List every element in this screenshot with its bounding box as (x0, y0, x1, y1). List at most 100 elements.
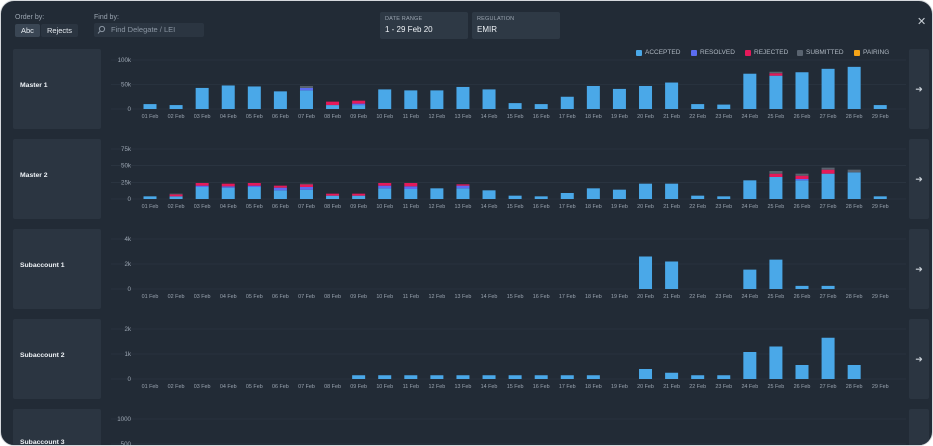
x-tick-label: 13 Feb (455, 114, 472, 120)
x-tick-label: 29 Feb (872, 384, 889, 390)
x-tick-label: 19 Feb (611, 204, 628, 210)
bar-accepted (378, 89, 392, 109)
x-tick-label: 09 Feb (350, 384, 367, 390)
x-tick-label: 15 Feb (507, 294, 524, 300)
bar-accepted (534, 104, 548, 109)
search-placeholder: Find Delegate / LEI (111, 25, 176, 34)
bar-accepted (873, 105, 887, 109)
order-rejects-button[interactable]: Rejects (41, 24, 79, 37)
date-range-selector[interactable]: DATE RANGE 1 - 29 Feb 20 (380, 12, 468, 39)
bar-accepted (586, 375, 600, 379)
y-tick-label: 0 (128, 376, 132, 383)
legend-item-submitted: SUBMITTED (797, 49, 844, 56)
bar-resolved (795, 179, 809, 181)
bar-accepted (639, 369, 653, 379)
x-tick-label: 06 Feb (272, 294, 289, 300)
bar-accepted (769, 177, 783, 199)
bar-accepted (847, 66, 861, 109)
legend-item-rejected: REJECTED (745, 49, 788, 56)
x-tick-label: 19 Feb (611, 114, 628, 120)
bar-accepted (639, 85, 653, 109)
arrow-right-icon[interactable]: ➜ (909, 319, 929, 399)
x-tick-label: 23 Feb (715, 384, 732, 390)
bar-accepted (847, 365, 861, 379)
x-tick-label: 17 Feb (559, 294, 576, 300)
bar-accepted (378, 188, 392, 199)
bar-rejected (821, 169, 835, 174)
y-tick-label: 1k (124, 351, 131, 358)
x-tick-label: 16 Feb (533, 204, 550, 210)
bar-submitted (769, 71, 783, 74)
bar-accepted (352, 105, 366, 109)
bar-resolved (378, 185, 392, 189)
x-tick-label: 10 Feb (376, 384, 393, 390)
close-icon[interactable]: ✕ (917, 16, 927, 28)
x-tick-label: 18 Feb (585, 204, 602, 210)
x-tick-label: 23 Feb (715, 294, 732, 300)
bar-accepted (665, 183, 679, 199)
bar-resolved (299, 187, 313, 190)
row-subaccount-3[interactable]: Subaccount 3 (13, 409, 101, 445)
bar-accepted (299, 90, 313, 109)
x-tick-label: 20 Feb (637, 294, 654, 300)
bar-accepted (534, 196, 548, 199)
row-master-2[interactable]: Master 2 (13, 139, 101, 219)
bar-accepted (247, 86, 261, 109)
x-tick-label: 04 Feb (220, 294, 237, 300)
bar-accepted (665, 261, 679, 289)
bar-accepted (430, 90, 444, 109)
regulation-selector[interactable]: REGULATION EMIR (472, 12, 560, 39)
x-tick-label: 21 Feb (663, 114, 680, 120)
bar-accepted (143, 196, 157, 199)
regulation-label: REGULATION (477, 16, 515, 22)
bar-rejected (456, 184, 470, 186)
row-label: Subaccount 1 (20, 262, 65, 269)
y-tick-label: 75k (121, 146, 132, 153)
bar-rejected (795, 175, 809, 179)
x-tick-label: 09 Feb (350, 294, 367, 300)
bar-resolved (247, 185, 261, 187)
bar-resolved (221, 186, 235, 188)
x-tick-label: 10 Feb (376, 114, 393, 120)
x-tick-label: 02 Feb (168, 114, 185, 120)
x-tick-label: 21 Feb (663, 204, 680, 210)
order-abc-button[interactable]: Abc (15, 24, 40, 37)
x-tick-label: 11 Feb (403, 384, 419, 390)
row-master-1[interactable]: Master 1 (13, 49, 101, 129)
bar-accepted (143, 104, 157, 109)
bar-accepted (639, 183, 653, 199)
arrow-right-icon[interactable]: ➜ (909, 49, 929, 129)
x-tick-label: 15 Feb (507, 204, 524, 210)
arrow-right-icon[interactable]: ➜ (909, 229, 929, 309)
y-tick-label: 1000 (117, 416, 131, 423)
search-icon (97, 25, 106, 34)
bar-accepted (169, 196, 183, 199)
row-subaccount-1[interactable]: Subaccount 1 (13, 229, 101, 309)
x-tick-label: 26 Feb (794, 114, 811, 120)
x-tick-label: 22 Feb (689, 294, 706, 300)
bar-rejected (352, 193, 366, 196)
x-tick-label: 26 Feb (794, 294, 811, 300)
x-tick-label: 18 Feb (585, 384, 602, 390)
x-tick-label: 10 Feb (376, 294, 393, 300)
bar-accepted (586, 188, 600, 199)
arrow-right-icon[interactable]: ➜ (909, 139, 929, 219)
x-tick-label: 09 Feb (350, 114, 367, 120)
x-tick-label: 28 Feb (846, 294, 863, 300)
bar-resolved (195, 185, 209, 187)
search-input[interactable]: Find Delegate / LEI (94, 23, 204, 37)
x-tick-label: 03 Feb (194, 204, 211, 210)
x-tick-label: 24 Feb (741, 384, 758, 390)
bar-accepted (404, 375, 418, 379)
bar-accepted (691, 375, 705, 379)
resolved-swatch (691, 49, 697, 56)
arrow-right-icon[interactable] (909, 409, 929, 445)
x-tick-label: 27 Feb (820, 384, 837, 390)
bar-accepted (873, 196, 887, 199)
x-tick-label: 13 Feb (455, 384, 472, 390)
bar-accepted (534, 375, 548, 379)
x-tick-label: 16 Feb (533, 114, 550, 120)
bar-accepted (456, 86, 470, 109)
row-subaccount-2[interactable]: Subaccount 2 (13, 319, 101, 399)
